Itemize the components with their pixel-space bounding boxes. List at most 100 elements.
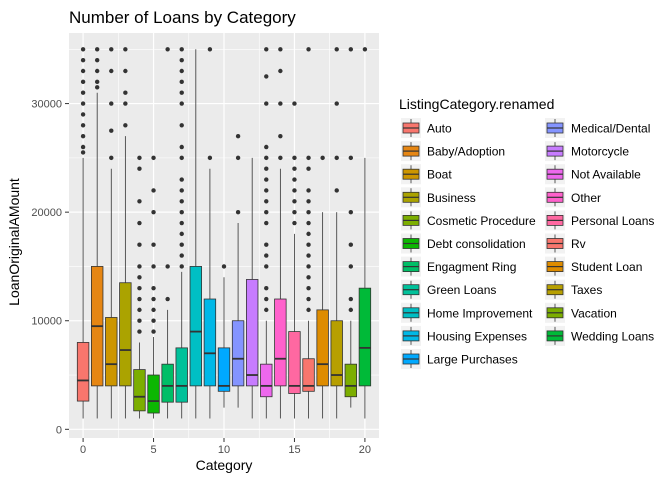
- legend-item-large-purchases: Large Purchases: [401, 349, 518, 369]
- outlier-point: [80, 57, 86, 63]
- legend-item-rv: Rv: [545, 233, 586, 254]
- legend-items: Auto Baby/Adoption Boat Business Cosmetic Pr…: [401, 118, 654, 369]
- legend-item-home-improvement: Home Improvement: [401, 302, 533, 323]
- legend-label: Motorcycle: [571, 145, 629, 159]
- outlier-point: [278, 47, 283, 52]
- outlier-point: [348, 296, 354, 302]
- outlier-point: [137, 155, 142, 161]
- legend-label: Rv: [571, 237, 586, 251]
- legend-label: Cosmetic Procedure: [427, 214, 536, 228]
- x-axis-title: Category: [196, 457, 253, 473]
- box-home-improvement: [189, 49, 202, 419]
- legend-label: Engagment Ring: [427, 260, 516, 274]
- box-medical-dental: [231, 133, 245, 408]
- legend-label: Auto: [427, 122, 452, 136]
- legend-label: Debt consolidation: [427, 237, 526, 251]
- box-student-loan: [316, 155, 329, 419]
- y-tick-label: 20000: [31, 207, 62, 219]
- box-body: [161, 363, 174, 403]
- legend-item-student-loan: Student Loan: [545, 256, 642, 277]
- box-other: [274, 47, 287, 419]
- box-housing-expenses: [203, 47, 217, 419]
- outlier-point: [264, 209, 269, 215]
- outlier-point: [151, 264, 156, 269]
- outlier-point: [80, 101, 86, 106]
- outlier-point: [306, 220, 311, 226]
- outlier-point: [179, 188, 184, 193]
- box-taxes: [330, 47, 343, 419]
- outlier-point: [137, 275, 142, 280]
- box-body: [133, 369, 146, 412]
- y-axis-title: LoanOriginalAMount: [6, 178, 22, 306]
- outlier-point: [235, 133, 241, 139]
- outlier-point: [264, 220, 269, 226]
- box-engagment-ring: [161, 47, 174, 419]
- outlier-point: [348, 209, 354, 215]
- outlier-point: [137, 242, 142, 247]
- outlier-point: [179, 199, 184, 204]
- outlier-point: [179, 144, 184, 150]
- outlier-point: [151, 242, 156, 247]
- outlier-point: [278, 68, 283, 74]
- box-body: [344, 363, 357, 398]
- outlier-point: [80, 123, 86, 128]
- outlier-point: [179, 155, 184, 161]
- box-not-available: [260, 47, 273, 419]
- outlier-point: [179, 57, 184, 63]
- box-body: [231, 320, 245, 387]
- outlier-point: [137, 329, 142, 334]
- outlier-point: [179, 79, 184, 85]
- outlier-point: [207, 47, 213, 52]
- outlier-point: [109, 155, 114, 161]
- box-body: [76, 342, 90, 402]
- outlier-point: [292, 177, 297, 182]
- legend-item-business: Business: [401, 187, 476, 208]
- x-tick-label: 0: [80, 444, 86, 456]
- outlier-point: [179, 123, 184, 128]
- legend-item-other: Other: [545, 187, 601, 208]
- outlier-point: [179, 220, 184, 226]
- outlier-point: [235, 209, 241, 215]
- outlier-point: [306, 296, 311, 302]
- y-tick-label: 30000: [31, 99, 62, 111]
- outlier-point: [123, 68, 128, 74]
- outlier-point: [278, 133, 283, 139]
- outlier-point: [292, 155, 297, 161]
- box-business: [119, 47, 132, 419]
- outlier-point: [362, 47, 368, 52]
- outlier-point: [292, 166, 297, 171]
- outlier-point: [334, 155, 339, 161]
- outlier-point: [348, 155, 354, 161]
- outlier-point: [320, 155, 325, 161]
- outlier-point: [137, 318, 142, 323]
- outlier-point: [151, 188, 156, 193]
- outlier-point: [235, 155, 241, 161]
- outlier-point: [179, 177, 184, 182]
- outlier-point: [306, 275, 311, 280]
- legend-item-green-loans: Green Loans: [401, 279, 496, 300]
- outlier-point: [179, 264, 184, 269]
- outlier-point: [165, 296, 170, 302]
- outlier-point: [94, 79, 100, 85]
- legend-label: Medical/Dental: [571, 122, 650, 136]
- legend-item-auto: Auto: [401, 118, 452, 138]
- box-body: [260, 363, 273, 398]
- outlier-point: [264, 74, 269, 79]
- outlier-point: [109, 47, 114, 52]
- outlier-point: [109, 101, 114, 106]
- outlier-point: [306, 155, 311, 161]
- outlier-point: [306, 285, 311, 291]
- box-large-purchases: [217, 264, 231, 408]
- outlier-point: [207, 155, 213, 161]
- x-tick-label: 5: [150, 444, 156, 456]
- outlier-point: [109, 128, 114, 133]
- box-baby-adoption: [91, 47, 104, 419]
- outlier-point: [264, 144, 269, 150]
- y-axis: 0 10000 20000 30000: [31, 99, 69, 436]
- box-body: [217, 347, 231, 392]
- box-body: [119, 282, 132, 387]
- outlier-point: [151, 318, 156, 323]
- outlier-point: [264, 199, 269, 204]
- legend-item-not-available: Not Available: [545, 164, 641, 185]
- box-body: [330, 320, 343, 387]
